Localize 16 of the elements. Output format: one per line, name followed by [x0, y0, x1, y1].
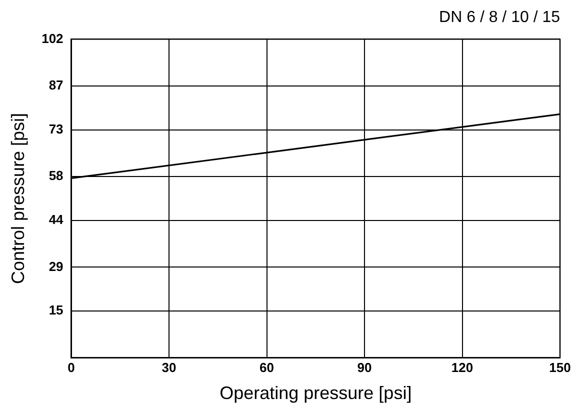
y-tick-label: 73: [48, 121, 64, 136]
x-tick-label: 120: [451, 360, 474, 376]
x-tick-label: 30: [162, 360, 176, 376]
x-axis-title: Operating pressure [psi]: [220, 383, 412, 404]
y-tick-label: 15: [48, 302, 64, 318]
x-tick-label: 150: [549, 360, 571, 376]
x-tick-label: 0: [68, 360, 75, 376]
y-axis-title: Control pressure [psi]: [8, 112, 28, 284]
y-tick-label: 87: [48, 78, 64, 93]
chart-title: DN 6 / 8 / 10 / 15: [439, 9, 560, 26]
y-tick-label: 102: [42, 30, 64, 46]
x-tick-label: 60: [260, 360, 274, 376]
y-tick-label: 29: [48, 258, 64, 274]
x-tick-label: 90: [357, 360, 372, 376]
y-tick-label: 44: [48, 212, 64, 227]
y-tick-label: 58: [48, 168, 64, 184]
